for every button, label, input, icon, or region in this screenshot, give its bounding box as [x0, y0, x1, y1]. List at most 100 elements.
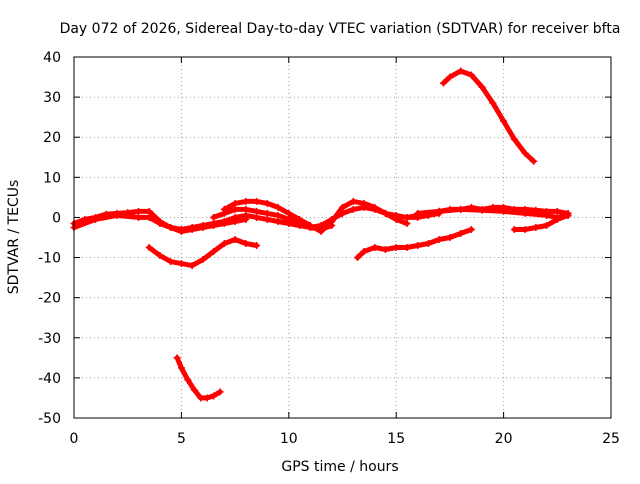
x-tick-label: 20: [495, 431, 513, 447]
x-axis-label: GPS time / hours: [281, 459, 398, 475]
data-point: [91, 215, 99, 223]
data-point: [392, 244, 400, 252]
y-tick-label: 10: [43, 170, 61, 186]
data-point: [220, 240, 228, 248]
data-point: [553, 207, 561, 215]
data-point: [167, 223, 175, 231]
data-point: [457, 229, 465, 237]
y-tick-label: 0: [52, 210, 61, 226]
data-point: [564, 211, 572, 219]
x-tick-label: 25: [602, 431, 620, 447]
data-point: [285, 219, 293, 227]
data-point: [532, 223, 540, 231]
data-point: [274, 203, 282, 211]
data-point: [156, 252, 164, 260]
data-point: [403, 244, 411, 252]
data-point: [457, 205, 465, 213]
data-point: [134, 213, 142, 221]
data-point: [439, 79, 447, 87]
data-point: [210, 213, 218, 221]
data-point: [381, 246, 389, 254]
plot-frame: [73, 56, 612, 419]
data-point: [424, 240, 432, 248]
data-point: [145, 213, 153, 221]
y-tick-labels: -50 -40 -30 -20 -10 0 10 20 30 40: [38, 50, 61, 427]
data-point: [113, 211, 121, 219]
y-tick-label: -20: [38, 291, 61, 307]
data-series: [70, 67, 572, 402]
data-point: [220, 217, 228, 225]
data-point: [521, 149, 529, 157]
data-point: [530, 157, 538, 165]
data-point: [188, 262, 196, 270]
data-point: [478, 83, 486, 91]
data-point: [414, 242, 422, 250]
data-point: [285, 209, 293, 217]
data-point: [190, 386, 198, 394]
data-point: [339, 203, 346, 211]
data-point: [210, 219, 218, 227]
data-point: [145, 207, 153, 215]
data-point: [145, 244, 153, 252]
data-point: [553, 215, 561, 223]
data-point: [231, 205, 239, 213]
data-point: [510, 225, 518, 233]
data-point: [500, 117, 508, 125]
data-point: [216, 388, 224, 396]
y-tick-label: 40: [43, 50, 61, 66]
data-point: [296, 221, 304, 229]
axis-ticks: [73, 56, 612, 419]
data-point: [220, 205, 228, 213]
data-point: [403, 219, 411, 227]
data-point: [543, 211, 551, 219]
x-tick-labels: 0 5 10 15 20 25: [70, 431, 620, 447]
data-point: [199, 256, 207, 264]
series-track-3: [211, 204, 442, 230]
data-point: [478, 206, 486, 214]
data-point: [392, 215, 400, 223]
data-point: [210, 392, 218, 400]
data-point: [231, 236, 239, 244]
data-point: [489, 99, 497, 107]
data-point: [500, 207, 508, 215]
data-point: [360, 199, 368, 207]
y-tick-label: -30: [38, 331, 61, 347]
y-tick-label: 20: [43, 130, 61, 146]
data-point: [360, 248, 368, 256]
data-point: [167, 258, 175, 266]
y-tick-label: -40: [38, 371, 61, 387]
data-point: [274, 217, 282, 225]
data-point: [317, 225, 325, 233]
data-point: [414, 209, 422, 217]
data-point: [543, 221, 551, 229]
data-point: [242, 205, 250, 213]
data-point: [381, 209, 389, 217]
data-point: [253, 213, 261, 221]
data-point: [521, 209, 529, 217]
data-point: [184, 376, 192, 384]
data-point: [328, 221, 336, 229]
data-point: [188, 225, 196, 233]
data-point: [403, 213, 411, 221]
x-tick-label: 10: [280, 431, 298, 447]
data-point: [177, 260, 185, 268]
data-point: [197, 394, 205, 402]
x-tick-label: 5: [177, 431, 186, 447]
data-point: [199, 223, 207, 231]
data-point: [306, 223, 314, 231]
data-point: [210, 248, 218, 256]
data-point: [354, 254, 362, 262]
data-point: [173, 354, 181, 362]
data-point: [521, 225, 529, 233]
series-track-11: [441, 68, 537, 164]
data-point: [510, 135, 518, 143]
data-point: [446, 73, 454, 81]
data-point: [231, 213, 239, 221]
data-point: [435, 236, 443, 244]
data-point: [156, 219, 164, 227]
data-point: [253, 197, 261, 205]
x-tick-label: 0: [70, 431, 79, 447]
data-point: [242, 211, 250, 219]
